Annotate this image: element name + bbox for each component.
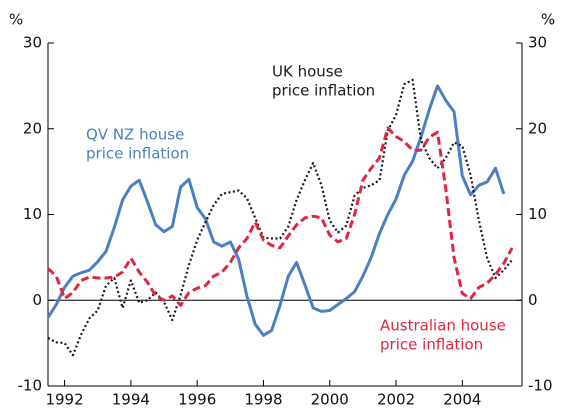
y-tick-label: 30 <box>23 34 42 52</box>
y2-tick-label: -10 <box>528 377 553 395</box>
x-tick-label: 1996 <box>178 391 216 409</box>
series-line <box>47 78 513 357</box>
x-tick-label: 1992 <box>45 391 83 409</box>
x-tick-label: 2004 <box>443 391 481 409</box>
y-tick-label: 20 <box>23 119 42 137</box>
series-line <box>46 126 514 307</box>
y2-tick-label: 30 <box>528 34 547 52</box>
x-tick-label: 2002 <box>377 391 415 409</box>
series-label: UK house <box>272 63 343 81</box>
series-label: QV NZ house <box>86 126 184 144</box>
y-tick-label: -10 <box>18 377 43 395</box>
y2-tick-label: 0 <box>528 291 538 309</box>
series-label: price inflation <box>86 145 189 163</box>
y-tick-label: 0 <box>32 291 42 309</box>
y-axis-label: % <box>9 11 23 29</box>
series-label: price inflation <box>380 336 483 354</box>
series-label: Australian house <box>380 317 506 335</box>
y2-axis-label: % <box>541 11 555 29</box>
series-line <box>46 84 506 337</box>
x-tick-label: 1998 <box>244 391 282 409</box>
y-tick-label: 10 <box>23 205 42 223</box>
series-label: price inflation <box>272 82 375 100</box>
y2-tick-label: 20 <box>528 119 547 137</box>
x-tick-label: 2000 <box>311 391 349 409</box>
y2-tick-label: 10 <box>528 205 547 223</box>
x-tick-label: 1994 <box>112 391 150 409</box>
